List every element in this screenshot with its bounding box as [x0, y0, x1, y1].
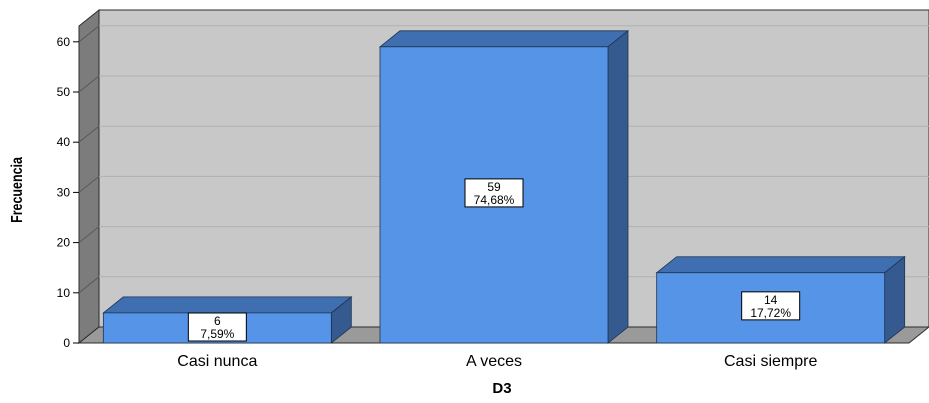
bar-top [102, 296, 353, 314]
y-axis: 0 10 20 30 40 50 60 [57, 35, 79, 350]
y-tick-label: 10 [57, 286, 71, 300]
bar: 67,59% [102, 296, 353, 344]
data-label-percent: 74,68% [474, 193, 515, 207]
x-axis: Casi nunca A veces Casi siempre [177, 353, 817, 370]
bar-side [607, 29, 629, 344]
y-tick-label: 60 [57, 35, 71, 49]
data-label-box [464, 178, 524, 208]
data-label-count: 14 [764, 293, 778, 307]
x-tick-label: A veces [466, 353, 522, 370]
plot-side-wall [78, 8, 100, 345]
y-axis-title: Frecuencia [9, 156, 27, 223]
x-tick-label: Casi siempre [724, 353, 817, 370]
y-tick-label: 50 [57, 85, 71, 99]
data-label-box [741, 291, 801, 321]
gridline-side [78, 176, 100, 193]
bar-top [655, 256, 906, 274]
x-tick-label: Casi nunca [177, 353, 257, 370]
data-label-percent: 7,59% [200, 327, 234, 341]
gridline-side [78, 125, 100, 143]
gridline-side [78, 25, 100, 43]
y-tick-label: 20 [57, 236, 71, 250]
data-label-box [187, 312, 247, 342]
data-label-percent: 17,72% [750, 306, 791, 320]
y-tick-label: 0 [63, 336, 70, 350]
y-tick-label: 30 [57, 185, 71, 199]
gridline-side [78, 75, 100, 93]
gridline-side [78, 276, 100, 294]
data-label-count: 59 [487, 180, 501, 194]
y-tick-label: 40 [57, 135, 71, 149]
x-axis-title: D3 [492, 380, 511, 397]
data-label-count: 6 [214, 314, 221, 328]
bar-top [378, 30, 630, 48]
gridline-side [78, 226, 100, 243]
